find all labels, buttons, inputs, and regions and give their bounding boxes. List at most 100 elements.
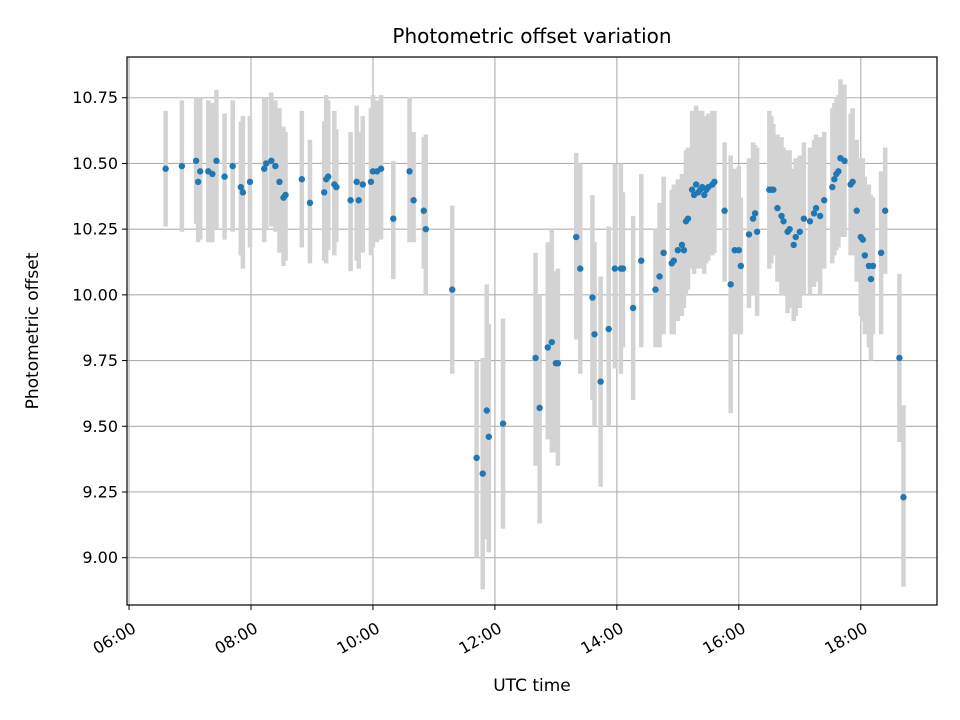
y-tick-label: 9.50 (82, 417, 118, 436)
data-point (261, 165, 268, 172)
data-point (347, 197, 354, 204)
data-point (810, 210, 818, 217)
data-point (282, 191, 289, 199)
y-tick-label: 10.75 (72, 88, 118, 107)
data-point (678, 241, 686, 249)
data-point (353, 178, 360, 186)
data-point (737, 262, 745, 270)
data-point (320, 189, 328, 196)
data-point (684, 215, 692, 222)
data-point (881, 207, 889, 214)
data-point (359, 181, 366, 188)
data-point (548, 338, 556, 346)
data-point (792, 233, 799, 241)
data-point (629, 304, 637, 312)
data-point (611, 265, 619, 272)
y-tick-label: 10.00 (72, 285, 118, 304)
data-point (692, 181, 700, 188)
data-point (162, 165, 169, 172)
data-point (276, 178, 283, 186)
data-point (272, 162, 279, 170)
data-point (735, 246, 743, 254)
data-point (841, 157, 848, 165)
y-tick-label: 10.25 (72, 220, 118, 239)
data-point (333, 183, 340, 191)
data-point (410, 197, 417, 204)
data-point (221, 173, 228, 180)
data-point (237, 183, 245, 191)
chart-title: Photometric offset variation (392, 24, 671, 48)
data-point (652, 286, 659, 293)
data-point (753, 228, 761, 235)
y-axis-label: Photometric offset (23, 252, 43, 409)
data-point (778, 212, 785, 220)
data-point (479, 470, 486, 477)
data-point (806, 218, 814, 225)
data-point (355, 197, 362, 204)
data-point (721, 207, 728, 214)
data-point (597, 378, 604, 385)
data-point (660, 249, 667, 257)
data-point (422, 225, 429, 233)
y-tick-label: 9.25 (82, 482, 118, 501)
data-point (749, 215, 757, 222)
data-point (573, 233, 580, 241)
data-point (406, 168, 413, 175)
data-point (605, 325, 612, 333)
data-point (859, 236, 867, 243)
data-point (900, 494, 907, 501)
data-point (536, 404, 543, 412)
data-point (849, 178, 856, 186)
data-point (577, 265, 584, 272)
data-point (790, 241, 797, 249)
data-point (194, 178, 202, 186)
y-tick-label: 10.50 (72, 154, 118, 173)
data-point (619, 265, 627, 272)
data-point (656, 273, 663, 280)
data-point (820, 197, 828, 204)
data-point (209, 170, 216, 178)
data-point (816, 212, 824, 220)
data-point (306, 199, 314, 207)
data-point (877, 249, 885, 257)
data-point (680, 246, 688, 254)
data-point (829, 183, 836, 191)
data-point (688, 186, 696, 193)
data-point (263, 160, 270, 167)
data-point (745, 231, 753, 238)
data-point (367, 178, 375, 186)
data-point (853, 207, 860, 214)
data-point (420, 207, 427, 214)
data-point (727, 281, 734, 288)
data-point (896, 354, 903, 362)
data-point (800, 215, 808, 222)
data-point (192, 157, 200, 165)
plot-frame (126, 56, 938, 606)
data-point (869, 262, 877, 270)
data-point (591, 331, 598, 338)
data-point (298, 176, 306, 183)
data-point (178, 162, 186, 170)
data-point (831, 176, 838, 183)
data-point (485, 433, 493, 440)
y-tick-label: 9.00 (82, 548, 118, 567)
data-point (532, 354, 539, 362)
y-axis: 9.00 9.25 9.50 9.75 10.00 10.25 10.50 10.75 (72, 88, 127, 567)
data-point (770, 186, 777, 193)
data-point (867, 275, 875, 283)
data-point (544, 344, 551, 351)
data-point (213, 157, 220, 165)
data-point (239, 189, 247, 196)
data-point (861, 252, 869, 259)
data-point (701, 191, 708, 199)
data-point (229, 162, 236, 170)
data-point (473, 454, 480, 462)
data-point (377, 165, 385, 172)
data-point (390, 215, 397, 222)
data-point (449, 286, 456, 293)
data-point (780, 218, 787, 225)
data-point (812, 204, 820, 212)
x-axis-label: UTC time (493, 676, 571, 696)
y-tick-label: 9.75 (82, 351, 118, 370)
